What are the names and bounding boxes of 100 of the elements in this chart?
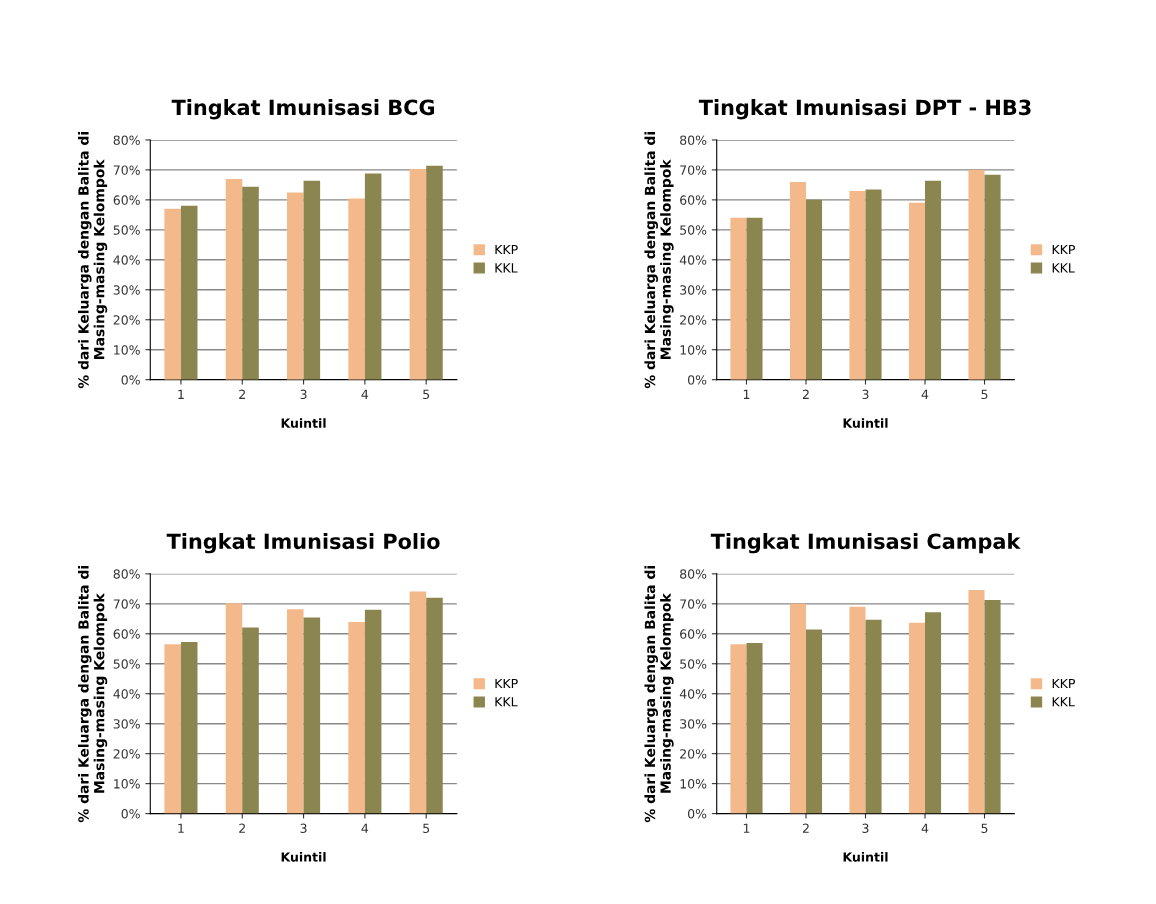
bar: [287, 609, 304, 814]
y-tick-label: 20%: [113, 315, 140, 325]
x-tick-label: 2: [802, 823, 809, 833]
y-axis-title: % dari Keluarga dengan Balita di Masing-masing Kelompok: [644, 132, 674, 389]
y-tick-label: 30%: [680, 719, 707, 729]
x-tick-label: 1: [743, 389, 750, 399]
bar: [968, 169, 985, 380]
y-tick-label: 40%: [113, 689, 140, 699]
bar: [303, 180, 321, 380]
y-tick-label: 20%: [680, 749, 707, 759]
bar: [242, 186, 259, 380]
bar: [849, 190, 866, 380]
y-tick-label: 10%: [114, 345, 140, 355]
chart-title: Tingkat Imunisasi BCG: [171, 99, 435, 120]
x-tick-label: 4: [361, 389, 369, 399]
y-tick-label: 80%: [680, 569, 707, 579]
y-tick-label: 80%: [113, 135, 140, 145]
x-tick-label: 2: [802, 389, 809, 399]
x-tick-label: 2: [239, 823, 245, 833]
x-tick-label: 2: [239, 389, 245, 399]
y-tick-label: 0%: [121, 809, 140, 819]
bar: [925, 612, 942, 814]
bar: [730, 644, 747, 814]
x-tick-label: 3: [300, 389, 307, 400]
bar: [426, 597, 443, 814]
x-tick-label: 5: [423, 823, 430, 833]
x-tick-label: 3: [862, 389, 869, 400]
y-tick-label: 80%: [113, 569, 140, 579]
bar: [746, 217, 763, 380]
y-tick-label: 10%: [680, 779, 707, 789]
y-axis-title: % dari Keluarga dengan Balita di Masing-masing Kelompok: [78, 566, 108, 823]
bar: [225, 603, 243, 814]
x-axis-title: Kuintil: [843, 418, 888, 428]
bar: [164, 208, 181, 380]
y-tick-label: 50%: [113, 659, 140, 669]
y-tick-label: 0%: [687, 809, 707, 819]
legend-label: KKP: [1052, 244, 1075, 255]
bar: [409, 591, 427, 814]
y-tick-label: 60%: [113, 629, 140, 639]
x-axis-title: Kuintil: [843, 852, 888, 862]
legend-label: KKL: [495, 697, 518, 707]
bar: [849, 606, 866, 814]
y-tick-label: 0%: [121, 375, 140, 385]
x-tick-label: 4: [921, 389, 929, 399]
bar: [180, 205, 198, 380]
y-tick-label: 50%: [113, 225, 140, 235]
y-tick-label: 50%: [680, 659, 707, 669]
y-tick-label: 60%: [680, 195, 707, 205]
bar: [805, 629, 823, 814]
bar: [348, 622, 365, 814]
y-tick-label: 40%: [679, 689, 707, 699]
x-tick-label: 5: [981, 823, 988, 833]
y-tick-label: 30%: [113, 719, 140, 729]
y-tick-label: 20%: [113, 749, 140, 759]
bar: [426, 165, 443, 380]
y-tick-label: 30%: [113, 285, 140, 295]
bar: [984, 174, 1001, 380]
y-tick-label: 50%: [680, 225, 707, 235]
bar: [303, 617, 321, 814]
legend-label: KKL: [495, 263, 518, 273]
y-tick-label: 30%: [680, 285, 707, 295]
y-tick-label: 80%: [680, 135, 707, 145]
legend-label: KKP: [495, 678, 518, 689]
bar: [164, 644, 181, 814]
x-axis-title: Kuintil: [281, 418, 326, 428]
bar: [348, 198, 365, 380]
legend-label: KKP: [1052, 678, 1075, 689]
x-tick-label: 5: [981, 389, 988, 400]
x-tick-label: 4: [361, 823, 369, 833]
y-tick-label: 60%: [113, 195, 140, 205]
y-tick-label: 40%: [679, 255, 707, 265]
legend-label: KKL: [1052, 697, 1075, 707]
bar: [364, 609, 382, 814]
y-tick-label: 10%: [680, 345, 707, 355]
x-tick-label: 3: [300, 823, 307, 833]
y-tick-label: 70%: [113, 165, 140, 175]
bar: [984, 599, 1001, 814]
chart-title: Tingkat Imunisasi Polio: [166, 533, 440, 554]
x-tick-label: 3: [862, 823, 869, 833]
y-tick-label: 70%: [680, 165, 707, 175]
legend-label: KKL: [1052, 263, 1075, 273]
y-axis-title: % dari Keluarga dengan Balita di Masing-masing Kelompok: [644, 566, 674, 823]
bar: [865, 619, 882, 814]
bar: [730, 217, 747, 380]
bar: [364, 173, 382, 380]
bar: [242, 627, 259, 814]
x-tick-label: 1: [178, 823, 184, 833]
bar: [180, 641, 198, 814]
y-tick-label: 20%: [680, 315, 707, 325]
bar: [225, 178, 243, 380]
y-tick-label: 60%: [680, 629, 707, 639]
bar: [789, 181, 806, 380]
chart-title: Tingkat Imunisasi DPT - HB3: [698, 99, 1031, 120]
y-tick-label: 0%: [687, 375, 707, 385]
y-tick-label: 40%: [113, 255, 140, 265]
bar: [805, 199, 823, 380]
x-tick-label: 5: [423, 389, 430, 400]
legend-label: KKP: [495, 244, 518, 255]
x-tick-label: 1: [743, 823, 750, 833]
x-tick-label: 4: [921, 823, 929, 833]
